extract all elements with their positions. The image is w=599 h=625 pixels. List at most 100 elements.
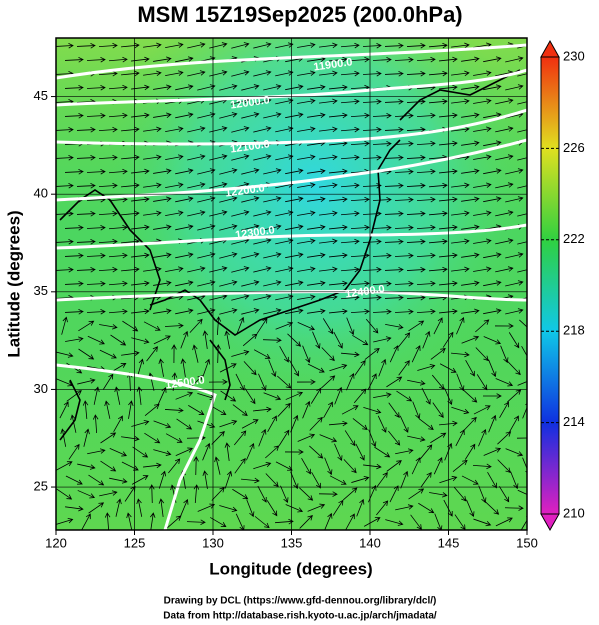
streamline (121, 70, 140, 77)
streamline (451, 98, 470, 105)
streamline (516, 437, 527, 439)
streamline (478, 485, 487, 504)
streamline (153, 335, 171, 345)
streamline (258, 373, 267, 392)
streamline (243, 361, 257, 376)
streamline (463, 416, 477, 431)
streamline (307, 252, 326, 259)
streamline (263, 308, 282, 315)
streamline (439, 196, 458, 203)
streamline (64, 225, 84, 231)
streamline (241, 168, 260, 175)
streamline (108, 196, 128, 203)
colorbar-tick-label: 214 (563, 414, 585, 429)
streamline (220, 390, 237, 402)
streamline (318, 491, 338, 497)
streamline (406, 154, 426, 161)
streamline (444, 387, 453, 406)
grid (56, 38, 527, 530)
streamline (88, 502, 105, 514)
streamline (219, 224, 238, 231)
streamline (263, 196, 282, 203)
streamline (406, 42, 426, 49)
streamline (319, 42, 338, 49)
streamline (131, 168, 150, 175)
streamline (108, 112, 128, 119)
streamline (488, 359, 497, 378)
streamline (108, 308, 128, 315)
streamline (408, 488, 425, 500)
streamline (208, 379, 228, 385)
streamline (219, 168, 238, 175)
streamline (143, 321, 161, 331)
streamline (465, 359, 475, 377)
streamline (463, 389, 478, 403)
streamline (219, 505, 238, 512)
streamline (180, 498, 189, 517)
streamline (504, 505, 524, 511)
streamline (263, 252, 282, 259)
streamline (56, 517, 74, 525)
streamline (350, 196, 370, 203)
streamline (521, 345, 527, 361)
streamline (505, 56, 524, 63)
streamline (279, 345, 289, 363)
streamline (494, 323, 514, 329)
streamline (439, 84, 458, 91)
streamline (262, 337, 282, 343)
streamline (394, 253, 414, 259)
streamline (362, 182, 382, 189)
streamline (263, 84, 282, 91)
streamline (197, 224, 216, 231)
streamline (362, 154, 382, 161)
streamline (362, 210, 382, 217)
streamline (346, 317, 355, 336)
streamline (321, 375, 336, 389)
y-tick-label: 40 (34, 186, 48, 201)
streamline (319, 70, 338, 77)
streamline (86, 84, 106, 91)
streamline (439, 56, 458, 63)
streamline (394, 309, 414, 315)
streamline (329, 168, 348, 175)
streamline (131, 196, 150, 203)
streamline (258, 428, 267, 447)
streamline (149, 484, 155, 504)
streamline (65, 505, 84, 512)
streamline (473, 210, 492, 216)
streamline (61, 316, 68, 335)
streamline (416, 252, 436, 259)
streamline (168, 458, 181, 474)
colorbar-tick-label: 222 (563, 231, 585, 246)
streamline (386, 460, 402, 472)
streamline (284, 449, 304, 455)
streamline (478, 428, 487, 447)
streamline (187, 266, 206, 273)
chart-title: MSM 15Z19Sep2025 (200.0hPa) (137, 2, 462, 27)
colorbar: 210 214 218 222 226 230 (540, 39, 585, 532)
streamline (246, 499, 255, 518)
streamline (219, 196, 238, 203)
streamline (439, 420, 458, 427)
streamline (219, 419, 238, 428)
contour-label: 12300.0 (234, 224, 275, 241)
streamline (131, 56, 150, 63)
streamline (297, 238, 316, 244)
streamline (384, 71, 404, 77)
x-tick-label: 120 (45, 535, 67, 550)
streamline (521, 515, 527, 530)
streamline (434, 513, 443, 530)
streamline (153, 196, 172, 202)
streamline (209, 126, 228, 133)
streamline (439, 168, 458, 175)
streamline (420, 471, 432, 488)
streamline (421, 387, 431, 405)
streamline (384, 99, 404, 105)
streamline (287, 333, 302, 347)
streamline (104, 400, 111, 419)
streamline (455, 429, 465, 447)
streamline (329, 196, 348, 203)
streamline (416, 168, 436, 175)
streamline (416, 112, 436, 119)
streamline (56, 126, 74, 133)
